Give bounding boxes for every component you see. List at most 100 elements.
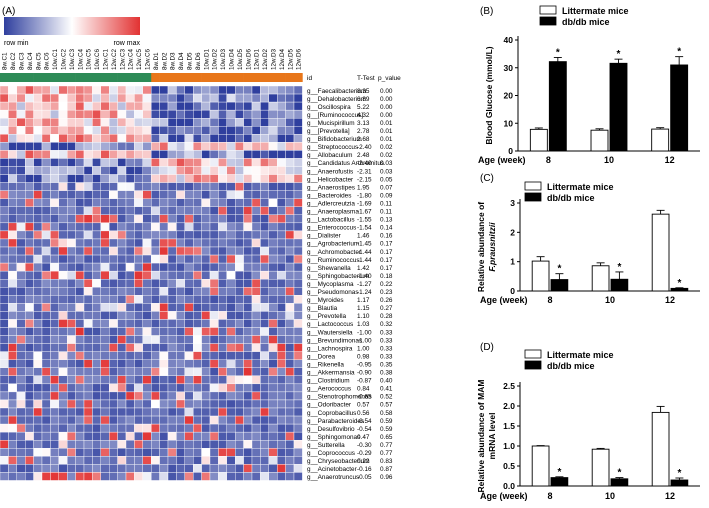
heatmap-cell [25,142,34,151]
heatmap-cell [167,117,177,127]
heatmap-cell [108,101,118,111]
heatmap-cell [184,214,194,224]
heatmap-cell [66,93,76,103]
heatmap-cell [226,327,236,336]
heatmap-cell [108,279,118,288]
heatmap-cell [226,335,236,344]
heatmap-cell [184,158,194,167]
heatmap-cell [33,279,43,288]
taxon-ttest: 2.78 [357,128,370,135]
taxon-pvalue: 0.22 [380,281,393,288]
heatmap-cell [50,343,60,352]
heatmap-cell [58,431,68,441]
taxon-pvalue: 0.59 [380,418,393,425]
heatmap-cell [226,431,236,441]
heatmap-cell [33,166,43,175]
heatmap-cell [285,126,295,135]
heatmap-cell [201,254,211,264]
heatmap-cell [150,93,160,103]
heatmap-cell [277,359,286,368]
heatmap-cell [184,375,194,385]
taxon-pvalue: 0.18 [380,273,393,280]
sample-group-cell [218,73,228,82]
heatmap-cell [83,448,93,457]
heatmap-cell [268,431,278,441]
heatmap-cell [100,246,110,256]
heatmap-cell [50,440,60,449]
heatmap-cell [142,287,152,296]
heatmap-cell [150,230,160,240]
heatmap-cell [16,359,26,368]
heatmap-cell [117,190,127,199]
taxon-pvalue: 0.33 [380,329,393,336]
heatmap-cell [142,279,152,288]
sample-group-cell [176,73,186,82]
heatmap-cell [167,190,177,199]
heatmap-cell [92,415,102,425]
heatmap-cell [0,440,9,449]
heatmap-cell [243,142,253,151]
heatmap-cell [159,335,169,344]
heatmap-cell [293,343,303,352]
heatmap-cell [192,117,202,127]
heatmap-cell [134,303,143,312]
heatmap-cell [92,391,102,401]
heatmap-cell [218,270,227,280]
heatmap-cell [268,415,278,425]
heatmap-cell [134,319,143,328]
heatmap-cell [167,383,177,393]
heatmap-cell [184,198,194,207]
heatmap-cell [125,214,135,224]
heatmap-cell [268,238,278,248]
heatmap-cell [16,182,26,191]
heatmap-cell [125,109,135,119]
heatmap-cell [201,440,211,449]
sample-group-cell [151,73,160,82]
heatmap-cell [142,158,152,167]
heatmap-cell [0,150,9,159]
heatmap-cell [277,101,286,111]
heatmap-cell [251,367,261,377]
heatmap-cell [83,456,93,465]
heatmap-cell [176,311,185,320]
heatmap-cell [167,230,177,240]
heatmap-cell [8,150,17,159]
heatmap-cell [218,399,227,409]
heatmap-cell [234,431,244,441]
heatmap-cell [192,335,202,344]
heatmap-cell [176,319,185,328]
taxon-ttest: -0.95 [357,361,372,368]
heatmap-cell [0,407,9,417]
heatmap-cell [192,206,202,216]
heatmap-cell [50,198,60,207]
taxon-pvalue: 0.14 [380,225,393,232]
heatmap-cell [75,190,85,199]
heatmap-cell [8,254,17,264]
heatmap-cell [251,101,261,111]
heatmap-cell [277,222,286,232]
heatmap-cell [16,303,26,312]
heatmap-cell [25,158,34,167]
heatmap-cell [277,190,286,199]
heatmap-cell [8,431,17,441]
heatmap-cell [25,415,34,425]
taxon-id: g__Allobaculum [307,152,352,159]
sample-group-cell [50,73,60,82]
heatmap-cell [41,335,51,344]
heatmap-cell [58,214,68,224]
heatmap-cell [192,399,202,409]
heatmap-cell [58,101,68,111]
heatmap-cell [218,222,227,232]
heatmap-cell [66,423,76,433]
heatmap-cell [41,383,51,393]
heatmap-cell [293,222,303,232]
taxon-id: g__Dehalobacterium [307,96,366,103]
heatmap-cell [33,472,43,481]
heatmap-cell [184,109,194,119]
heatmap-cell [218,230,227,240]
taxon-pvalue: 0.40 [380,378,393,385]
heatmap-cell [218,85,227,95]
heatmap-cell [16,174,26,183]
taxon-ttest: 0.22 [357,458,370,465]
heatmap-cell [25,246,34,256]
